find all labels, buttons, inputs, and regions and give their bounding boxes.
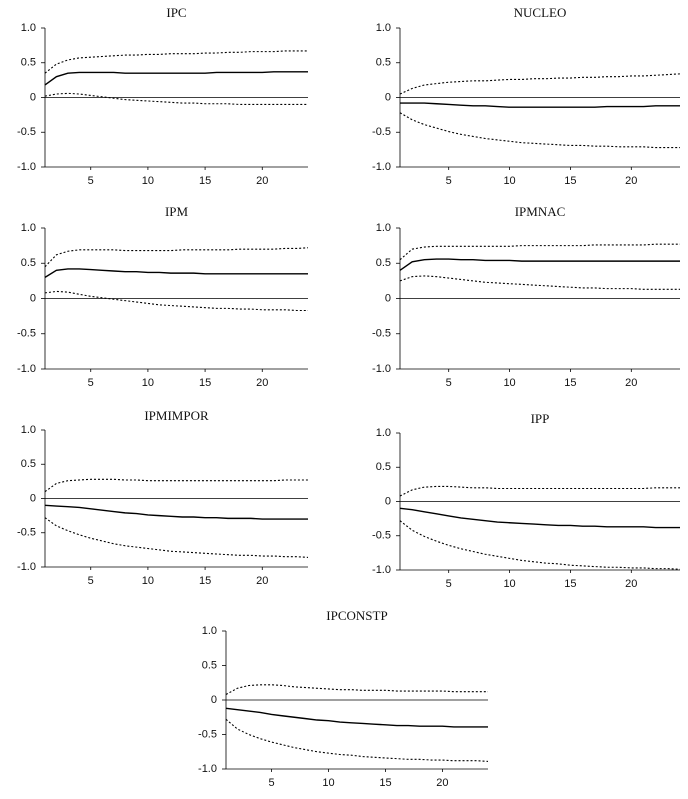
response-line — [225, 707, 488, 728]
x-tick-label: 10 — [503, 175, 515, 187]
y-tick-label: 0 — [30, 492, 36, 504]
band-line — [399, 73, 681, 95]
band-line — [399, 485, 680, 497]
y-tick-label: -1.0 — [17, 161, 36, 173]
x-tick-label: 10 — [503, 377, 515, 389]
x-tick-label: 10 — [503, 578, 515, 590]
x-tick-label: 15 — [199, 175, 211, 187]
y-tick-label: -1.0 — [17, 363, 36, 375]
band-line — [44, 92, 308, 105]
y-tick-label: 1.0 — [376, 22, 391, 34]
band-line — [399, 275, 680, 290]
x-tick-label: 10 — [142, 377, 154, 389]
y-tick-label: 1.0 — [202, 625, 217, 637]
y-tick-label: 1.0 — [376, 222, 391, 234]
y-tick-label: 0.5 — [376, 57, 391, 69]
y-tick-label: 0 — [30, 292, 36, 304]
y-tick-label: 0 — [385, 292, 391, 304]
x-tick-label: 5 — [88, 575, 94, 587]
y-tick-label: -1.0 — [17, 561, 36, 573]
y-tick-label: -1.0 — [372, 161, 391, 173]
x-tick-label: 15 — [379, 777, 391, 789]
band-line — [399, 112, 680, 149]
x-tick-label: 20 — [625, 175, 637, 187]
chart-title: NUCLEO — [514, 5, 567, 20]
x-tick-label: 20 — [256, 175, 268, 187]
y-tick-label: 1.0 — [21, 222, 36, 234]
x-tick-label: 15 — [199, 575, 211, 587]
y-tick-label: 0 — [211, 694, 217, 706]
y-tick-label: 0.5 — [376, 461, 391, 473]
y-tick-label: 0.5 — [21, 257, 36, 269]
band-line — [225, 718, 489, 762]
response-line — [44, 71, 308, 86]
chart-title: IPMNAC — [515, 204, 566, 219]
x-tick-label: 5 — [269, 777, 275, 789]
response-line — [44, 504, 308, 520]
x-tick-label: 10 — [142, 175, 154, 187]
band-line — [44, 290, 308, 312]
x-tick-label: 15 — [199, 377, 211, 389]
chart-title: IPP — [531, 411, 550, 426]
x-tick-label: 5 — [446, 175, 452, 187]
y-tick-label: -1.0 — [198, 763, 217, 775]
y-tick-label: 0 — [385, 91, 391, 103]
response-line — [399, 507, 680, 529]
chart-title: IPC — [166, 5, 186, 20]
band-line — [225, 684, 488, 695]
band-line — [44, 478, 308, 493]
y-tick-label: 0 — [385, 495, 391, 507]
x-tick-label: 20 — [436, 777, 448, 789]
y-tick-label: 1.0 — [21, 22, 36, 34]
band-line — [44, 517, 309, 558]
response-line — [399, 258, 680, 271]
x-tick-label: 20 — [256, 377, 268, 389]
y-tick-label: 0.5 — [202, 659, 217, 671]
x-tick-label: 5 — [88, 377, 94, 389]
x-tick-label: 20 — [625, 578, 637, 590]
x-tick-label: 5 — [446, 578, 452, 590]
band-line — [44, 50, 308, 74]
x-tick-label: 10 — [142, 575, 154, 587]
x-tick-label: 15 — [564, 175, 576, 187]
y-tick-label: -1.0 — [372, 564, 391, 576]
y-tick-label: 0.5 — [21, 57, 36, 69]
x-tick-label: 5 — [88, 175, 94, 187]
y-tick-label: -1.0 — [372, 363, 391, 375]
y-tick-label: -0.5 — [198, 728, 217, 740]
chart-title: IPMIMPOR — [144, 408, 209, 423]
band-line — [399, 243, 680, 261]
x-tick-label: 15 — [564, 377, 576, 389]
band-line — [44, 247, 309, 268]
band-line — [399, 520, 681, 570]
y-tick-label: -0.5 — [372, 126, 391, 138]
y-tick-label: 0.5 — [21, 458, 36, 470]
x-tick-label: 20 — [256, 575, 268, 587]
y-tick-label: 0.5 — [376, 257, 391, 269]
x-tick-label: 15 — [564, 578, 576, 590]
x-tick-label: 20 — [625, 377, 637, 389]
y-tick-label: -0.5 — [17, 126, 36, 138]
response-line — [44, 268, 308, 278]
y-tick-label: 1.0 — [376, 427, 391, 439]
y-tick-label: -0.5 — [17, 527, 36, 539]
y-tick-label: -0.5 — [17, 328, 36, 340]
chart-title: IPM — [165, 204, 189, 219]
chart-title: IPCONSTP — [326, 608, 387, 623]
x-tick-label: 5 — [446, 377, 452, 389]
y-tick-label: 0 — [30, 91, 36, 103]
response-line — [400, 102, 680, 108]
y-tick-label: -0.5 — [372, 328, 391, 340]
y-tick-label: 1.0 — [21, 424, 36, 436]
x-tick-label: 10 — [322, 777, 334, 789]
y-tick-label: -0.5 — [372, 530, 391, 542]
